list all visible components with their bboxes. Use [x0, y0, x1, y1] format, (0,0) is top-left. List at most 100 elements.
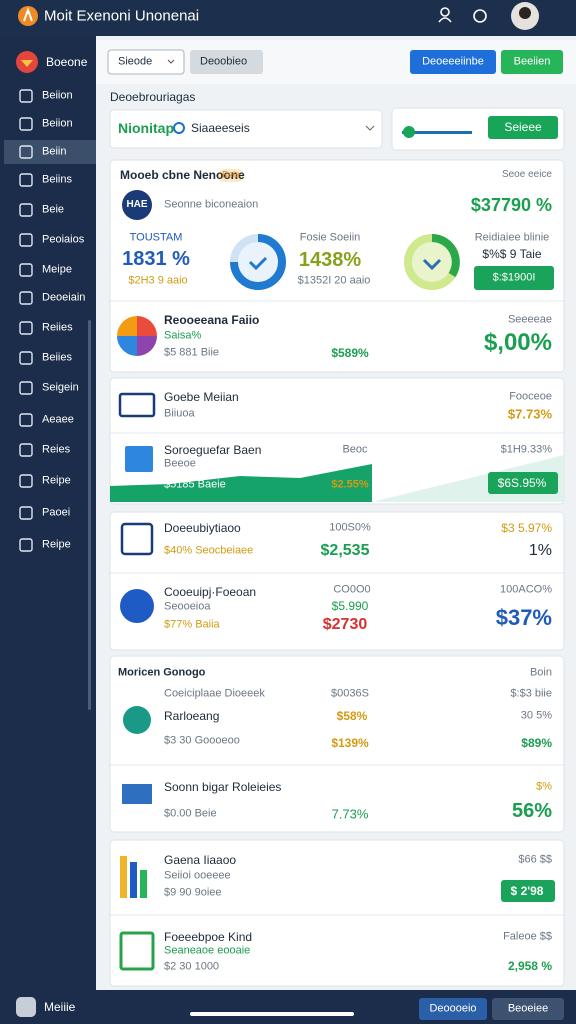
rows-meta: Fooceoe — [509, 390, 552, 403]
primary-button[interactable] — [410, 50, 496, 74]
sidebar-items[interactable]: Beiins — [42, 173, 72, 186]
rows-change: $2.55% — [331, 478, 369, 491]
sidebar-items[interactable]: Reipe — [42, 538, 71, 551]
sidebar-items[interactable]: Beie — [42, 203, 65, 216]
rows-mid-top: $0036S — [331, 687, 369, 700]
search-label: Nionitap — [118, 120, 174, 136]
rows-value[interactable]: $ 2'98 — [510, 884, 544, 898]
logo-mark — [23, 7, 33, 22]
stats-sub: $2H3 9 aaio — [128, 274, 188, 287]
rows-value[interactable]: $6S.95% — [497, 476, 547, 490]
sidebar-items[interactable]: Aeaee — [42, 413, 74, 426]
footer-right[interactable]: Beoeiee — [507, 1002, 549, 1015]
sidebar-items[interactable]: Meipe — [42, 263, 72, 276]
action-button[interactable] — [488, 472, 558, 494]
toolbar-select[interactable]: Sieode — [118, 55, 153, 68]
sidebar-items[interactable]: Beiies — [42, 351, 72, 364]
nav-icon — [19, 291, 33, 305]
sidebar-items[interactable]: Beiion — [42, 89, 73, 102]
sidebar-items[interactable]: Reiies — [42, 321, 73, 334]
rows-meta: $:$3 biie — [510, 687, 552, 700]
pie-slice — [117, 316, 137, 336]
cards-brand-text: Seonne biconeaion — [164, 198, 259, 211]
rows-title: Coeiciplaae Dioeeek — [164, 687, 265, 700]
select-button[interactable] — [107, 49, 185, 75]
filter-button[interactable] — [190, 50, 263, 74]
toolbar-filter[interactable]: Deoobieo — [200, 55, 248, 68]
slider-track[interactable] — [402, 131, 472, 134]
slider-button[interactable]: Seieee — [504, 120, 542, 134]
sidebar-items[interactable]: Beiin — [42, 145, 67, 158]
rows-meta: Faleoe $$ — [503, 930, 552, 943]
chevron — [167, 59, 175, 64]
icon — [119, 931, 155, 971]
rows-meta: $3 5.97% — [501, 521, 552, 535]
rows-meta: Seeeeae — [507, 313, 552, 326]
card — [109, 839, 565, 987]
nav-icon — [19, 173, 33, 187]
donut-arc — [230, 234, 286, 290]
rows-mid-top: Beoc — [342, 443, 368, 456]
scrollbar — [88, 320, 91, 710]
sidebar-items[interactable]: Beiion — [42, 117, 73, 130]
secondary-button[interactable] — [501, 50, 563, 74]
rows-title: Goebe Meiian — [164, 390, 239, 404]
settings-icon[interactable] — [473, 9, 487, 23]
nav-icon — [19, 443, 33, 457]
rows-title: Foeeebpoe Kind — [164, 930, 253, 944]
header-bar — [0, 0, 576, 36]
search-box[interactable] — [109, 109, 383, 149]
brand-icon-mark — [21, 60, 33, 67]
rows-sub: Beeoe — [164, 457, 196, 470]
pie-slice — [137, 336, 157, 356]
rows-mid: $58% — [336, 709, 368, 723]
rows-title: Soroeguefar Baen — [164, 443, 262, 457]
sidebar-brand: Boeone — [46, 55, 88, 69]
nav-icon — [19, 233, 33, 247]
slider-knob[interactable] — [403, 126, 415, 138]
rows-change: 7.73% — [331, 806, 369, 822]
dropdown-button[interactable] — [474, 266, 554, 290]
card — [109, 159, 565, 373]
sidebar-items[interactable]: Reies — [42, 443, 71, 456]
rows-value: $,00% — [483, 329, 552, 356]
rows-meta: $1H9.33% — [500, 443, 552, 456]
rows-value: 1% — [528, 542, 552, 559]
footer-button[interactable] — [492, 998, 564, 1020]
rows-value: 30 5% — [520, 709, 552, 722]
rows-meta: $66 $$ — [518, 853, 552, 866]
sidebar-items[interactable]: Deoeiain — [42, 291, 86, 304]
slider-button[interactable] — [488, 116, 558, 139]
brand-badge — [122, 190, 152, 220]
footer-button[interactable] — [419, 998, 487, 1020]
sidebar-items[interactable]: Peoiaios — [42, 233, 85, 246]
cards-meta: Seoe eeice — [501, 169, 552, 180]
footer-left[interactable]: Deoooeio — [429, 1002, 477, 1015]
stats-sub[interactable]: $:$1900I — [492, 271, 536, 284]
rows-sub: Rarloeang — [164, 709, 220, 723]
stats-value: 1831 % — [122, 248, 190, 270]
cards-title: Mooeb cbne Nenoone — [120, 168, 245, 182]
rows-sub: Saisa% — [164, 329, 202, 342]
stats-value: $%$ 9 Taie — [482, 247, 542, 261]
rows-change: $589% — [331, 346, 369, 360]
nav-icon — [19, 321, 33, 335]
rows-value: $7.73% — [507, 406, 552, 422]
rows-value: 56% — [511, 800, 552, 822]
user-icon[interactable] — [440, 7, 450, 17]
rows-note: $5185 Baeie — [164, 478, 226, 491]
toolbar-secondary[interactable]: Beeiien — [513, 55, 551, 68]
sidebar-items[interactable]: Paoei — [42, 506, 71, 519]
rows-sub: Seiioi ooeeee — [164, 869, 231, 882]
action-button[interactable] — [501, 880, 555, 902]
rows-sub: Seaneaoe eooaie — [164, 944, 251, 957]
logo — [18, 6, 38, 26]
rows-value: $37% — [495, 605, 552, 630]
toolbar-primary[interactable]: Deoeeeiinbe — [422, 55, 484, 68]
sidebar-items[interactable]: Seigein — [42, 381, 79, 394]
cards-title: Moricen Gonogo — [118, 666, 206, 679]
sidebar-items[interactable]: Reipe — [42, 474, 71, 487]
avatar-hair — [519, 7, 531, 19]
rows-meta: $% — [536, 780, 552, 793]
chevron — [365, 125, 375, 131]
